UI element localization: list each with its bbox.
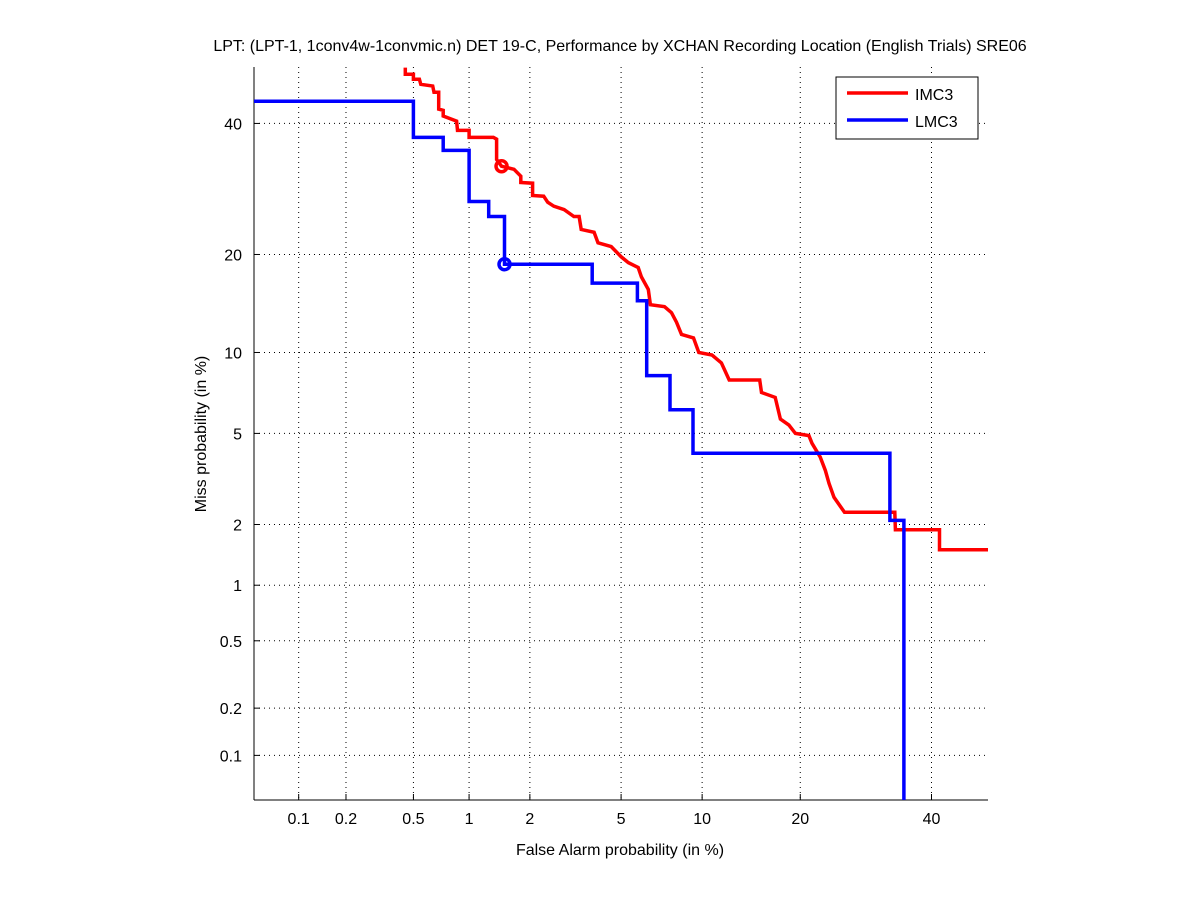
series-line-lmc3 bbox=[254, 99, 906, 800]
chart-title: LPT: (LPT-1, 1conv4w-1convmic.n) DET 19-… bbox=[213, 38, 1026, 55]
y-tick-label: 0.1 bbox=[220, 748, 242, 765]
legend: IMC3 LMC3 bbox=[835, 76, 979, 140]
legend-label-lmc3: LMC3 bbox=[915, 114, 958, 131]
x-tick-label: 20 bbox=[791, 811, 809, 828]
y-tick-label: 2 bbox=[233, 517, 242, 534]
x-axis-ticks: 0.1 0.2 0.5 1 2 5 10 20 40 bbox=[288, 794, 941, 828]
x-tick-label: 2 bbox=[525, 811, 534, 828]
y-axis-ticks: 0.1 0.2 0.5 1 2 5 10 20 40 bbox=[220, 116, 260, 765]
y-tick-label: 10 bbox=[224, 345, 242, 362]
x-tick-label: 0.2 bbox=[335, 811, 357, 828]
y-tick-label: 40 bbox=[224, 116, 242, 133]
legend-label-imc3: IMC3 bbox=[915, 87, 953, 104]
series-line-imc3 bbox=[403, 67, 988, 552]
x-tick-label: 0.5 bbox=[402, 811, 424, 828]
legend-box bbox=[835, 76, 979, 140]
x-tick-label: 40 bbox=[923, 811, 941, 828]
series-group bbox=[254, 67, 988, 800]
y-tick-label: 0.5 bbox=[220, 634, 242, 651]
x-tick-label: 1 bbox=[465, 811, 474, 828]
y-tick-label: 0.2 bbox=[220, 701, 242, 718]
y-axis-label: Miss probability (in %) bbox=[193, 356, 210, 512]
y-tick-label: 5 bbox=[233, 426, 242, 443]
min-dcf-marker-lmc3 bbox=[497, 256, 512, 272]
y-tick-label: 1 bbox=[233, 578, 242, 595]
min-dcf-marker-imc3 bbox=[494, 158, 509, 174]
x-tick-label: 10 bbox=[693, 811, 711, 828]
x-tick-label: 0.1 bbox=[288, 811, 310, 828]
grid bbox=[254, 67, 988, 800]
x-tick-label: 5 bbox=[617, 811, 626, 828]
y-tick-label: 20 bbox=[224, 247, 242, 264]
x-axis-label: False Alarm probability (in %) bbox=[516, 842, 724, 859]
